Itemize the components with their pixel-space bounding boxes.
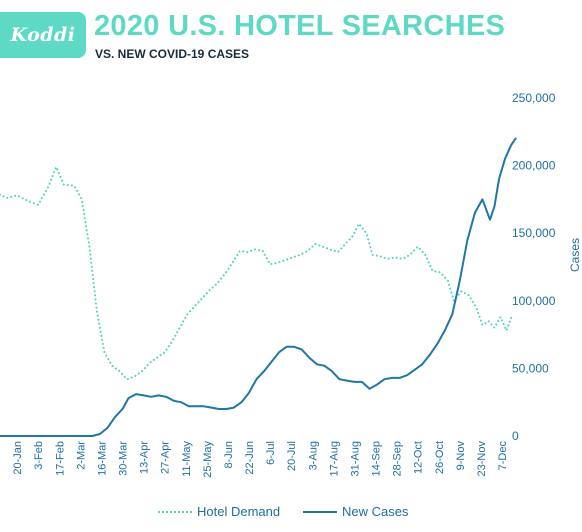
x-tick-label: 26-Oct (434, 441, 446, 474)
legend-label-hotel-demand: Hotel Demand (197, 504, 281, 519)
legend-swatch-dotted (158, 510, 192, 513)
y-axis-right: 0 50,000 100,000 150,000 200,000 250,000 (512, 91, 556, 443)
y-tick-label: 100,000 (512, 294, 556, 308)
x-tick-label: 13-Apr (139, 441, 151, 474)
x-tick-label: 3-Aug (307, 441, 319, 470)
x-tick-label: 25-May (202, 441, 214, 478)
y-tick-label: 50,000 (512, 361, 549, 375)
series-new-cases-line (0, 137, 517, 437)
x-tick-label: 16-Mar (96, 441, 108, 476)
x-tick-label: 20-Jul (286, 441, 298, 471)
legend-label-new-cases: New Cases (342, 504, 409, 519)
x-tick-label: 11-May (181, 441, 193, 477)
y-axis-label: Cases (568, 238, 582, 272)
x-tick-label: 30-Mar (118, 441, 130, 476)
logo-wordmark: Koddi (10, 24, 76, 46)
y-tick-label: 200,000 (512, 159, 556, 173)
x-tick-label: 2-Mar (75, 441, 87, 470)
x-tick-label: 31-Aug (349, 441, 361, 476)
series-layer (0, 137, 517, 437)
x-tick-label: 20-Jan (12, 441, 24, 475)
legend-item-hotel-demand: Hotel Demand (158, 504, 280, 519)
x-tick-label: 3-Feb (33, 441, 45, 470)
chart-title: 2020 U.S. HOTEL SEARCHES (94, 10, 506, 42)
x-tick-label: 17-Aug (328, 441, 340, 476)
x-axis: 6-Jan 20-Jan 3-Feb 17-Feb 2-Mar 16-Mar 30-Mar 1… (0, 441, 509, 478)
y-tick-label: 150,000 (512, 226, 556, 240)
x-tick-label: 12-Oct (413, 441, 425, 474)
chart-subtitle: VS. NEW COVID-19 CASES (95, 47, 250, 61)
x-tick-label: 17-Feb (54, 441, 66, 476)
legend-swatch-solid (303, 510, 337, 513)
x-tick-label: 27-Apr (160, 441, 172, 474)
x-tick-label: 22-Jun (244, 441, 256, 475)
x-tick-label: 14-Sep (371, 441, 383, 476)
x-tick-label: 28-Sep (392, 441, 404, 476)
legend: Hotel Demand New Cases (0, 504, 582, 526)
x-tick-label: 6-Jan (0, 441, 3, 469)
y-tick-label: 250,000 (512, 91, 556, 105)
x-tick-label: 23-Nov (476, 441, 488, 477)
y-tick-label: 0 (512, 429, 519, 443)
series-hotel-demand-line (0, 166, 514, 381)
x-tick-label: 7-Dec (497, 441, 509, 471)
legend-item-new-cases: New Cases (303, 504, 408, 519)
x-tick-label: 8-Jun (223, 441, 235, 469)
koddi-logo: Koddi (0, 12, 86, 58)
x-tick-label: 6-Jul (265, 441, 277, 465)
x-tick-label: 9-Nov (455, 441, 467, 471)
